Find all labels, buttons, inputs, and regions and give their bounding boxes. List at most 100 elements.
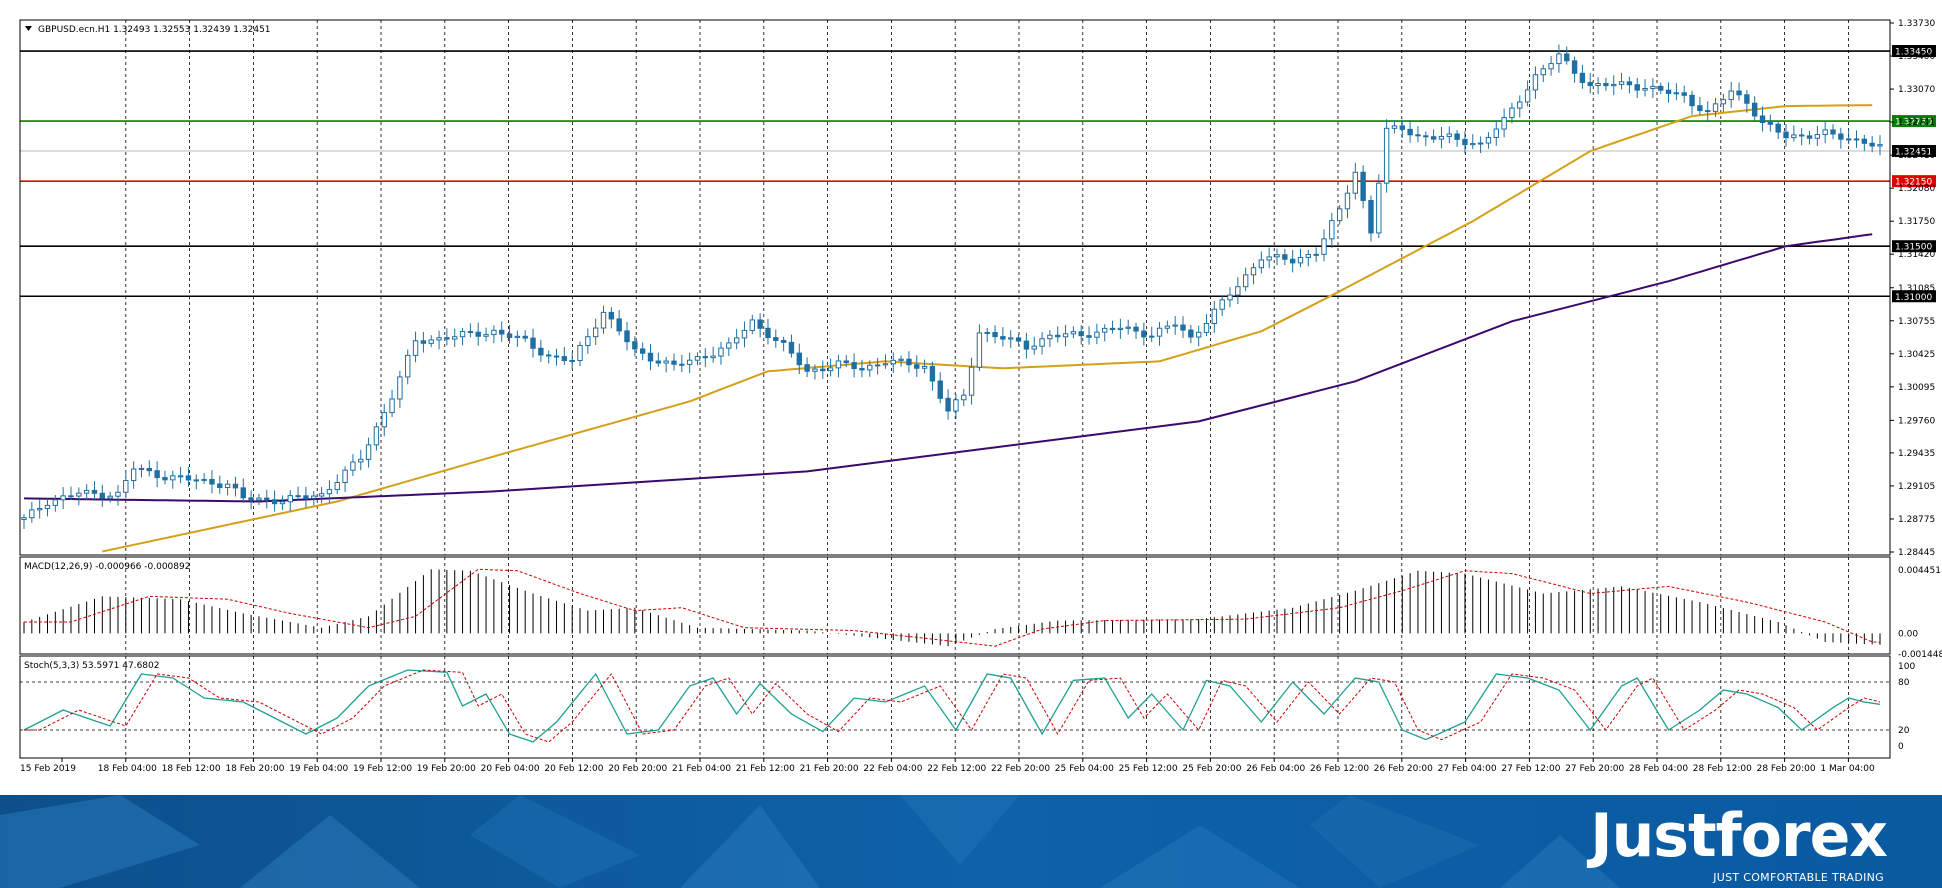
candle-body xyxy=(1336,208,1343,222)
price-label: 1.32410 xyxy=(1898,151,1935,161)
candle-body xyxy=(1383,127,1390,184)
candle-body xyxy=(1493,128,1499,138)
time-label: 28 Feb 20:00 xyxy=(1757,764,1816,774)
candle-body xyxy=(342,469,348,484)
candle-body xyxy=(1830,129,1836,135)
candle-body xyxy=(381,412,387,428)
candle-body xyxy=(83,489,90,494)
candle-body xyxy=(1501,117,1507,130)
brand-logo: Justforex xyxy=(1590,801,1888,871)
candle-body xyxy=(718,347,724,357)
candle-body xyxy=(1219,299,1225,310)
candle-body xyxy=(968,366,975,396)
time-label: 28 Feb 04:00 xyxy=(1629,764,1688,774)
candle-body xyxy=(945,397,951,412)
candle-body xyxy=(452,336,458,340)
last-price-tag xyxy=(1892,145,1936,158)
candle-body xyxy=(585,336,591,347)
time-label: 20 Feb 20:00 xyxy=(608,764,667,774)
candle-body xyxy=(68,495,74,498)
candle-body xyxy=(1062,333,1069,338)
candle-body xyxy=(459,330,466,338)
candle-body xyxy=(859,368,865,371)
candle-body xyxy=(616,318,622,332)
candle-body xyxy=(1540,68,1546,76)
candle-body xyxy=(1188,329,1194,338)
time-label: 27 Feb 12:00 xyxy=(1501,764,1560,774)
time-label: 18 Feb 04:00 xyxy=(98,764,157,774)
moving-averages xyxy=(23,104,1873,553)
candle-body xyxy=(162,477,168,481)
price-label: 1.30425 xyxy=(1898,350,1935,360)
candle-body xyxy=(1094,331,1100,338)
candle-body xyxy=(1838,133,1844,140)
candle-body xyxy=(1798,134,1805,137)
macd-panel: 0.004451 0.00 -0.001448 xyxy=(23,566,1942,660)
candle-body xyxy=(154,470,160,479)
candle-body xyxy=(1305,254,1312,258)
time-label: 19 Feb 04:00 xyxy=(289,764,348,774)
moving-average-line xyxy=(23,233,1873,503)
candle-body xyxy=(420,340,427,344)
candle-body xyxy=(1736,90,1742,96)
candle-body xyxy=(1117,327,1124,331)
macd-axis-label: -0.001448 xyxy=(1898,650,1942,660)
candle-body xyxy=(264,497,270,501)
candle-body xyxy=(1109,327,1116,331)
candle-body xyxy=(326,489,333,495)
time-label: 21 Feb 20:00 xyxy=(800,764,859,774)
candle-body xyxy=(1125,326,1131,329)
candle-body xyxy=(1242,274,1249,288)
candle-body xyxy=(1611,83,1617,87)
candle-body xyxy=(193,479,199,482)
candle-body xyxy=(890,359,896,365)
level-tag xyxy=(1892,290,1936,303)
candle-body xyxy=(1783,131,1789,139)
candle-body xyxy=(773,337,779,341)
candle-body xyxy=(1532,74,1539,91)
price-label: 1.31085 xyxy=(1898,284,1935,294)
candle-body xyxy=(632,341,638,350)
candle-body xyxy=(1008,337,1014,340)
candle-body xyxy=(1814,134,1821,139)
candle-body xyxy=(1148,335,1155,338)
time-label: 28 Feb 12:00 xyxy=(1693,764,1752,774)
candle-body xyxy=(624,330,630,343)
candle-body xyxy=(334,482,340,491)
candle-body xyxy=(765,327,771,339)
candle-body xyxy=(1266,256,1272,261)
price-label: 1.28775 xyxy=(1898,515,1935,525)
candle-body xyxy=(796,352,802,366)
candle-body xyxy=(984,331,990,334)
candle-body xyxy=(780,339,787,343)
stoch-label: Stoch(5,3,3) 53.5971 47.6802 xyxy=(24,661,159,671)
candle-body xyxy=(99,492,106,499)
candle-body xyxy=(655,360,662,364)
candle-body xyxy=(318,493,325,497)
level-tag xyxy=(1892,45,1936,58)
time-label: 25 Feb 20:00 xyxy=(1182,764,1241,774)
candle-body xyxy=(1015,337,1022,342)
brand-tagline: JUST COMFORTABLE TRADING xyxy=(1713,871,1884,884)
time-label: 18 Feb 20:00 xyxy=(225,764,284,774)
candle-body xyxy=(1297,256,1304,264)
collapse-triangle-icon[interactable] xyxy=(25,26,32,31)
candle-body xyxy=(694,356,701,361)
level-tag xyxy=(1892,175,1936,188)
candle-body xyxy=(1571,60,1578,74)
candle-body xyxy=(639,348,646,354)
candle-body xyxy=(1407,128,1413,136)
time-label: 18 Feb 12:00 xyxy=(162,764,221,774)
candle-body xyxy=(1853,138,1860,141)
candle-body xyxy=(91,489,98,494)
candle-body xyxy=(107,495,113,499)
candle-body xyxy=(44,504,51,510)
candle-body xyxy=(358,458,364,463)
candle-body xyxy=(671,360,677,365)
candle-body xyxy=(1485,136,1492,144)
candle-body xyxy=(1564,53,1570,62)
banner-background xyxy=(0,795,1942,888)
candle-body xyxy=(733,337,740,344)
candle-body xyxy=(553,355,560,358)
candle-body xyxy=(1470,143,1476,146)
